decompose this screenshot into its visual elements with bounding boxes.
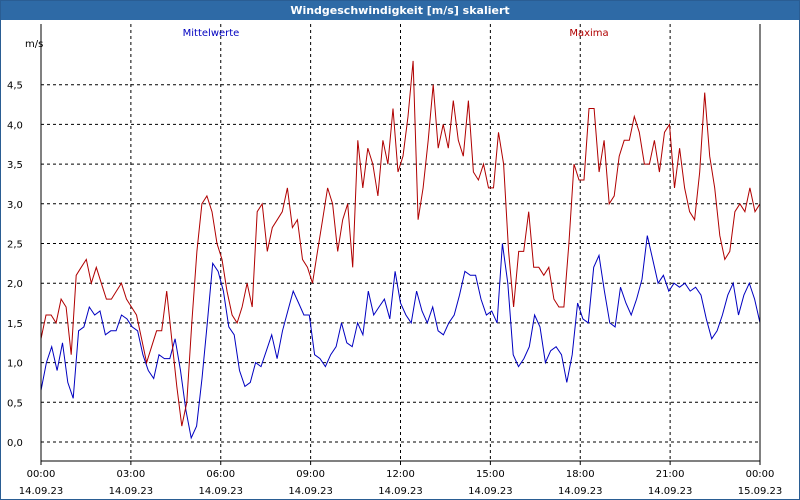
y-axis-label: m/s <box>25 39 43 50</box>
legend-entry-mittelwerte: Mittelwerte <box>183 28 240 39</box>
axes <box>40 24 761 465</box>
x-tick-date: 14.09.23 <box>468 486 513 497</box>
x-tick-date: 14.09.23 <box>288 486 333 497</box>
y-tick-label: 3,5 <box>7 160 23 171</box>
y-tick-label: 4,5 <box>7 81 23 92</box>
window-title: Windgeschwindigkeit [m/s] skaliert <box>1 1 799 20</box>
x-tick-time: 00:00 <box>27 469 56 480</box>
x-tick-date: 14.09.23 <box>198 486 243 497</box>
y-tick-label: 0,0 <box>7 438 23 449</box>
x-tick-time: 00:00 <box>746 469 775 480</box>
x-tick-time: 09:00 <box>296 469 325 480</box>
x-tick-date: 14.09.23 <box>648 486 693 497</box>
x-tick-time: 15:00 <box>476 469 505 480</box>
x-tick-time: 12:00 <box>386 469 415 480</box>
x-tick-date: 14.09.23 <box>19 486 64 497</box>
wind-speed-chart: 0,0 0,5 1,0 1,5 2,0 2,5 3,0 3,5 4,0 4,5 00:00 14.09… <box>7 24 782 497</box>
series-line-maxima <box>40 60 761 427</box>
series-layer <box>40 60 761 440</box>
x-tick-time: 06:00 <box>206 469 235 480</box>
series-line-mittelwerte <box>40 235 761 440</box>
grid <box>41 24 760 461</box>
x-tick-date: 14.09.23 <box>558 486 603 497</box>
legend-entry-maxima: Maxima <box>569 28 608 39</box>
x-tick-time: 03:00 <box>116 469 145 480</box>
y-tick-label: 2,5 <box>7 240 23 251</box>
y-tick-label: 1,0 <box>7 359 23 370</box>
x-tick-time: 18:00 <box>566 469 595 480</box>
x-tick-date: 15.09.23 <box>738 486 783 497</box>
x-tick-date: 14.09.23 <box>109 486 154 497</box>
y-tick-label: 0,5 <box>7 398 23 409</box>
x-tick-time: 21:00 <box>656 469 685 480</box>
x-tick-date: 14.09.23 <box>378 486 423 497</box>
y-tick-label: 1,5 <box>7 319 23 330</box>
labels: 0,0 0,5 1,0 1,5 2,0 2,5 3,0 3,5 4,0 4,5 00:00 14.09… <box>7 28 782 497</box>
y-tick-label: 4,0 <box>7 120 23 131</box>
y-tick-label: 2,0 <box>7 279 23 290</box>
y-tick-label: 3,0 <box>7 200 23 211</box>
